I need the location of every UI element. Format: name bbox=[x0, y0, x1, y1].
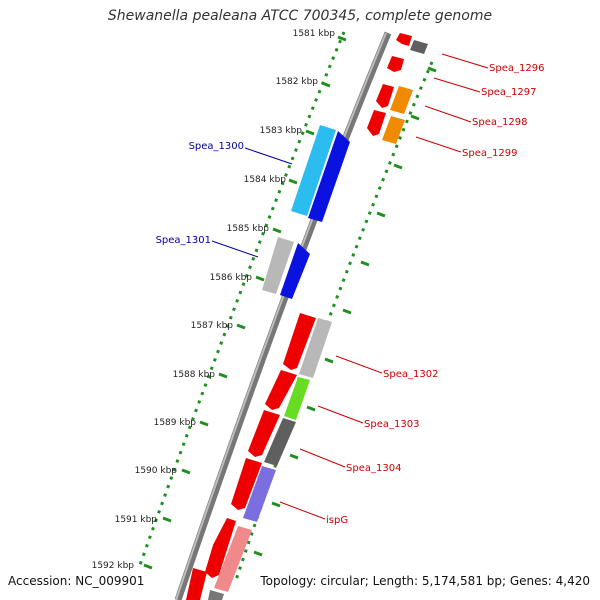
gene-spea-1298-orange[interactable] bbox=[390, 86, 413, 114]
kbp-label: 1587 kbp bbox=[191, 321, 234, 331]
gene-spea-1299[interactable] bbox=[367, 110, 386, 136]
gene-spea-1298[interactable] bbox=[376, 84, 394, 108]
gene-spea-1296-gray[interactable] bbox=[410, 40, 428, 54]
gene-spea-1303-green[interactable] bbox=[284, 377, 310, 420]
map-title: Shewanella pealeana ATCC 700345, complet… bbox=[107, 8, 493, 24]
genome-backbone bbox=[174, 31, 392, 600]
scale-ticks-left bbox=[143, 35, 347, 570]
gene-label-spea-1301[interactable]: Spea_1301 bbox=[156, 235, 211, 246]
gene-label-spea-1302[interactable]: Spea_1302 bbox=[383, 369, 438, 380]
gene-label-spea-1297[interactable]: Spea_1297 bbox=[481, 87, 536, 98]
gene-spea-1301-gray[interactable] bbox=[262, 237, 294, 294]
gene-pink[interactable] bbox=[214, 526, 252, 592]
kbp-label: 1586 kbp bbox=[210, 273, 253, 283]
callout-line bbox=[317, 405, 364, 424]
gene-label-spea-1304[interactable]: Spea_1304 bbox=[346, 463, 401, 474]
genome-summary: Topology: circular; Length: 5,174,581 bp… bbox=[260, 574, 590, 588]
scale-dotted-left bbox=[138, 31, 346, 566]
gene-spea-1304-darkgray[interactable] bbox=[264, 418, 296, 466]
callout-line bbox=[299, 448, 346, 468]
kbp-label: 1590 kbp bbox=[135, 466, 178, 476]
gene-spea-1303-r[interactable] bbox=[248, 410, 280, 457]
scale-ticks-right bbox=[253, 66, 437, 557]
gene-label-spea-1303[interactable]: Spea_1303 bbox=[364, 419, 419, 430]
kbp-label: 1582 kbp bbox=[276, 77, 319, 87]
callout-line bbox=[244, 147, 293, 165]
gene-label-spea-1300[interactable]: Spea_1300 bbox=[189, 141, 244, 152]
kbp-label: 1585 kbp bbox=[227, 224, 270, 234]
kbp-label: 1588 kbp bbox=[173, 370, 216, 380]
gene-spea-1302-r2[interactable] bbox=[265, 370, 297, 410]
accession-label: Accession: NC_009901 bbox=[8, 574, 145, 588]
kbp-label: 1581 kbp bbox=[293, 29, 336, 39]
gene-label-spea-1298[interactable]: Spea_1298 bbox=[472, 117, 527, 128]
gene-spea-1297[interactable] bbox=[387, 56, 404, 72]
callout-line bbox=[279, 501, 326, 520]
callout-line bbox=[211, 240, 259, 258]
gene-spea-1302-gray[interactable] bbox=[299, 318, 332, 378]
callout-line bbox=[415, 136, 462, 153]
gene-spea-1304-r[interactable] bbox=[231, 458, 262, 510]
gene-spea-1296[interactable] bbox=[396, 33, 412, 46]
kbp-label: 1584 kbp bbox=[244, 175, 287, 185]
gene-ispg-r[interactable] bbox=[205, 518, 236, 578]
gene-ispg-purple[interactable] bbox=[243, 466, 276, 522]
gene-partial-r[interactable] bbox=[186, 568, 207, 600]
gene-label-spea-1296[interactable]: Spea_1296 bbox=[489, 63, 544, 74]
gene-spea-1300-cyan[interactable] bbox=[291, 125, 336, 216]
gene-spea-1300-blue[interactable] bbox=[308, 131, 350, 222]
kbp-label: 1591 kbp bbox=[115, 515, 158, 525]
gene-spea-1301-blue[interactable] bbox=[280, 243, 310, 299]
kbp-label: 1583 kbp bbox=[260, 126, 303, 136]
forward-strand-genes bbox=[186, 33, 412, 600]
callout-line bbox=[441, 53, 489, 69]
kbp-label: 1589 kbp bbox=[154, 418, 197, 428]
callout-line bbox=[335, 355, 383, 374]
gene-bottom-gray[interactable] bbox=[208, 590, 224, 600]
gene-spea-1302-r1[interactable] bbox=[283, 313, 316, 370]
kbp-label: 1592 kbp bbox=[92, 561, 135, 571]
gene-label-spea-1299[interactable]: Spea_1299 bbox=[462, 148, 517, 159]
gene-label-ispg[interactable]: ispG bbox=[326, 515, 348, 526]
callout-line bbox=[424, 105, 472, 123]
callout-line bbox=[433, 77, 481, 93]
scale-dotted-right bbox=[234, 61, 434, 581]
gene-spea-1299-orange[interactable] bbox=[382, 116, 405, 144]
